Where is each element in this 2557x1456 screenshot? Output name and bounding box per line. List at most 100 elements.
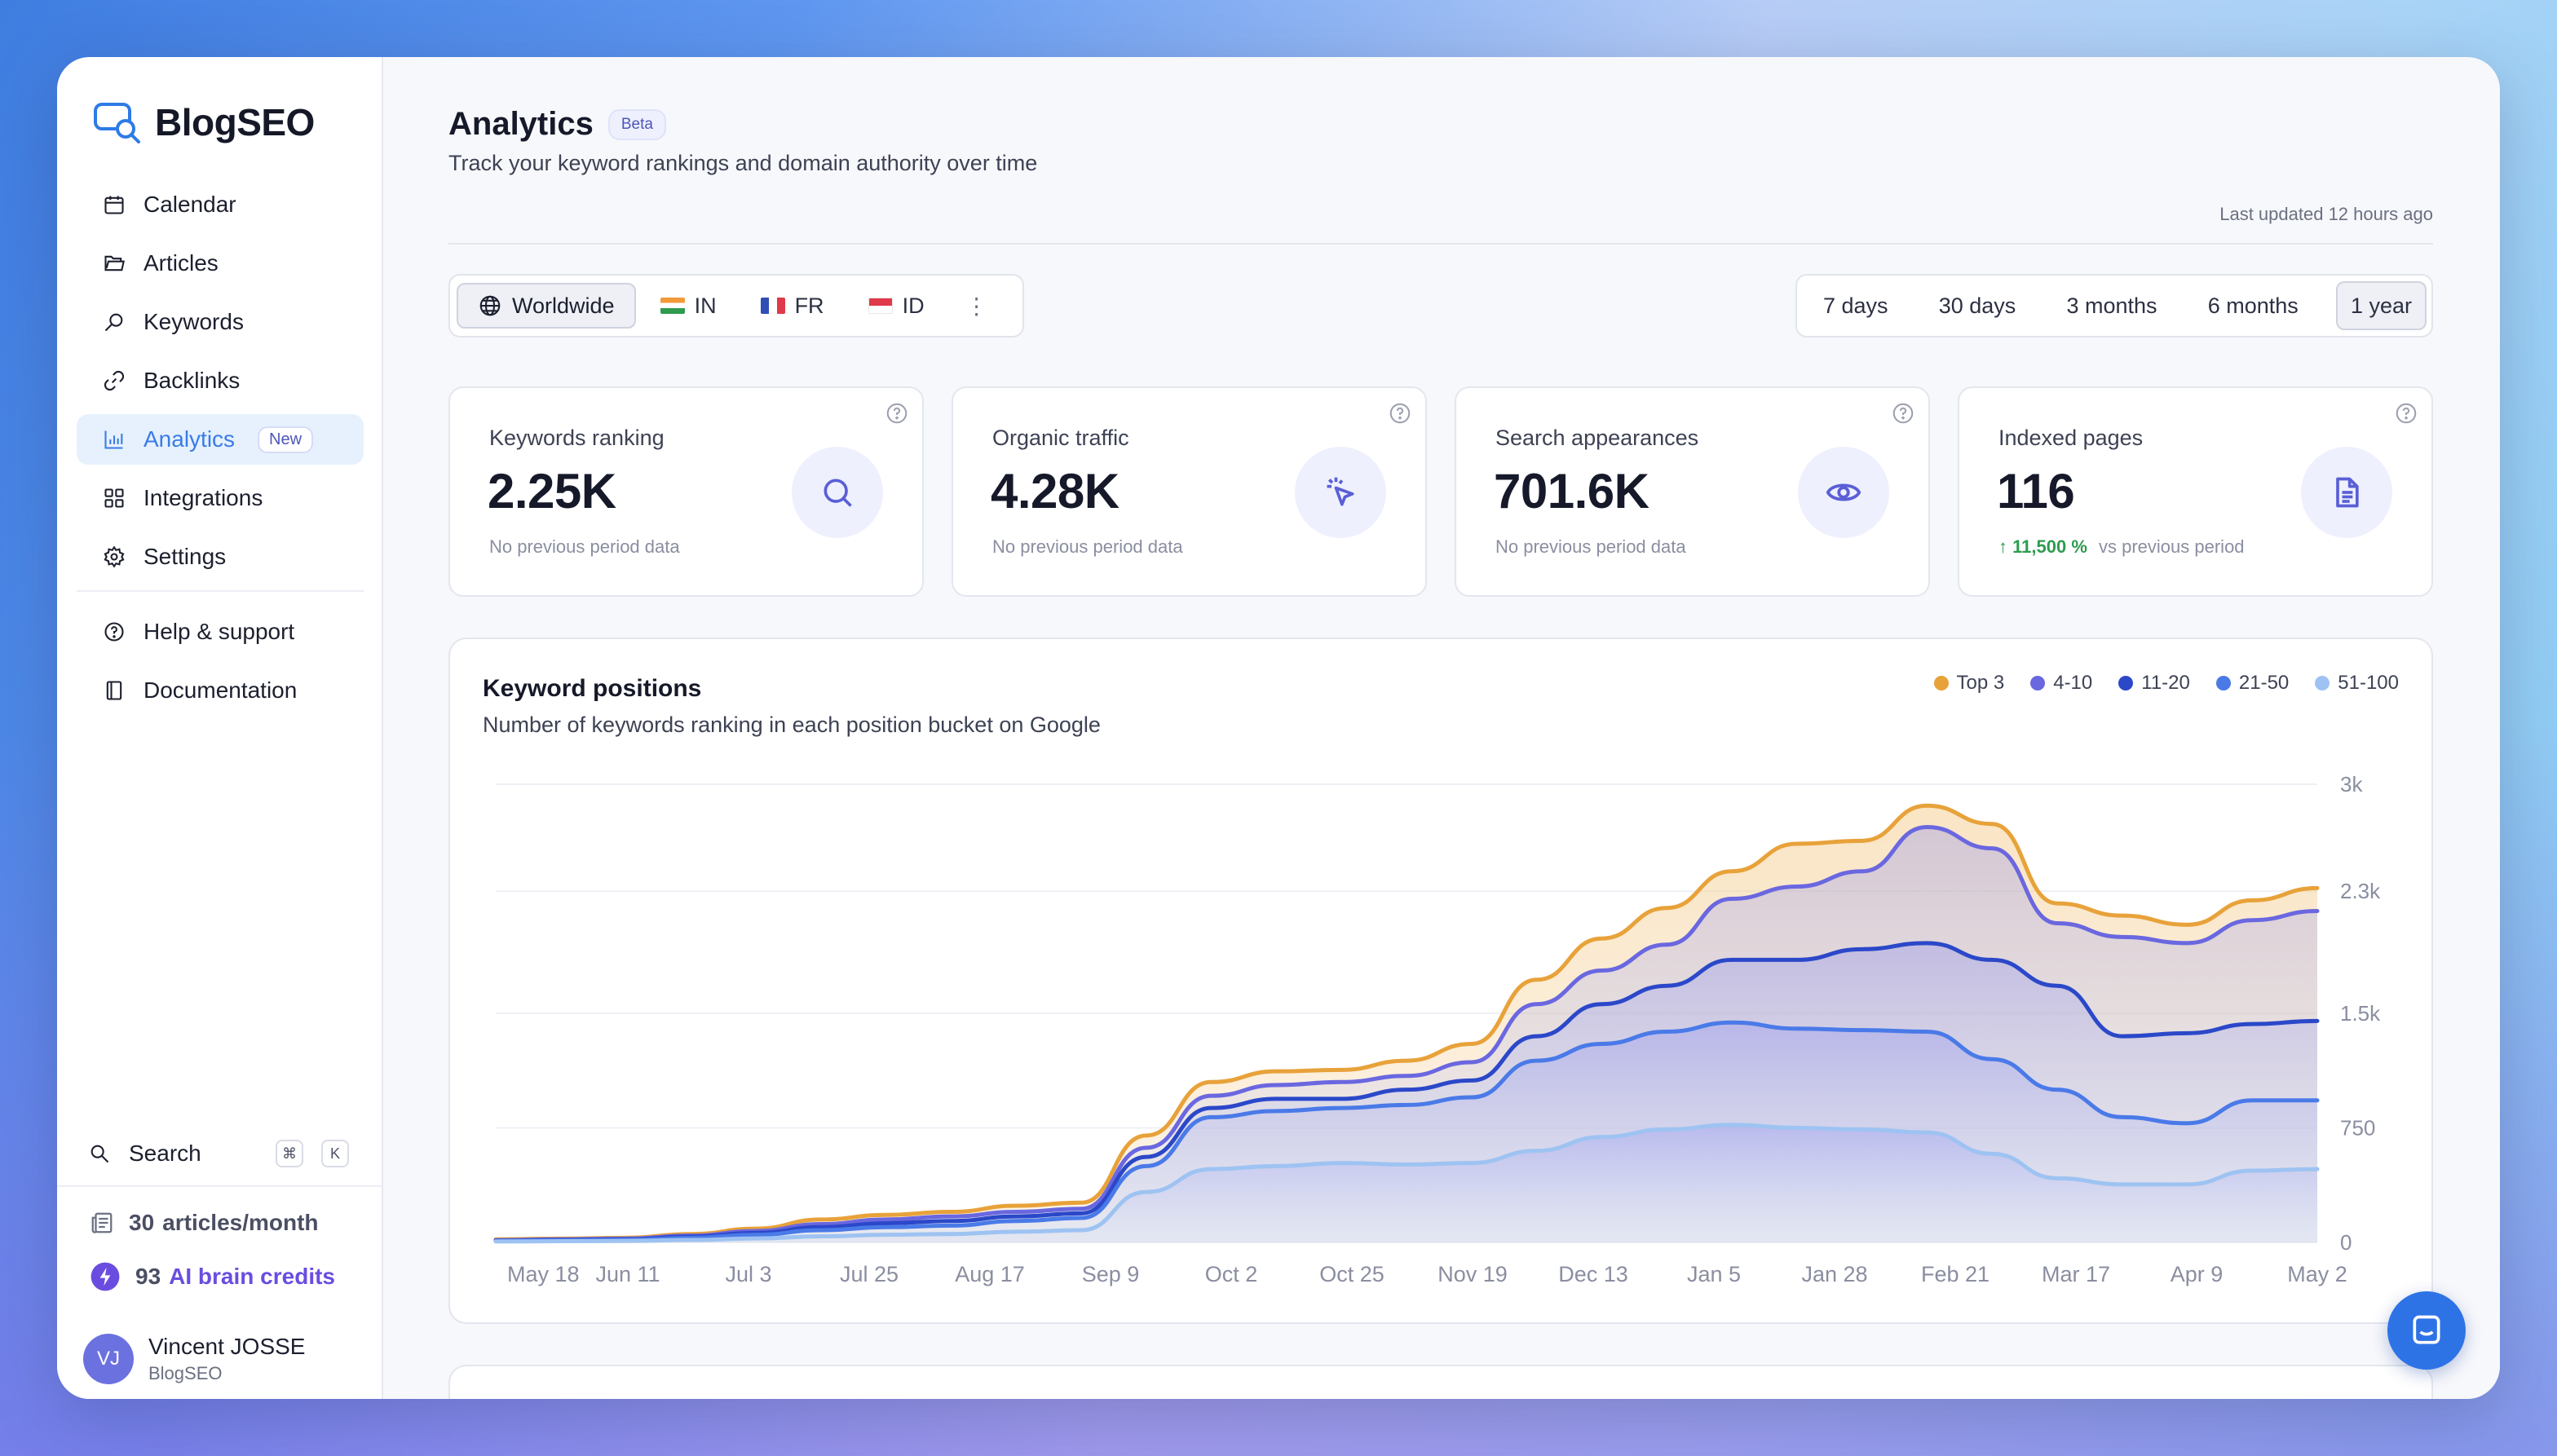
- legend-item-21-50[interactable]: 21-50: [2215, 672, 2289, 695]
- help-icon[interactable]: [1388, 401, 1412, 426]
- region-id[interactable]: ID: [849, 283, 944, 329]
- legend-item-11-20[interactable]: 11-20: [2118, 672, 2190, 695]
- x-tick-label: May 18: [507, 1262, 580, 1286]
- sidebar-item-integrations[interactable]: Integrations: [77, 473, 364, 523]
- series-21-50-line: [493, 1020, 2320, 1243]
- legend-dot: [2030, 676, 2046, 690]
- logo[interactable]: BlogSEO: [93, 99, 315, 145]
- legend-dot: [2118, 676, 2134, 690]
- help-icon[interactable]: [885, 401, 909, 426]
- stat-note: No previous period data: [1495, 536, 1686, 557]
- indonesia-flag-icon: [868, 298, 893, 314]
- sidebar-search[interactable]: Search ⌘ K: [57, 1122, 382, 1187]
- keyword-positions-card: Keyword positions Number of keywords ran…: [448, 638, 2433, 1324]
- y-tick-label: 2.3k: [2340, 879, 2381, 903]
- x-tick-label: Jul 3: [725, 1262, 771, 1286]
- y-tick-label: 0: [2340, 1230, 2352, 1255]
- sidebar-item-backlinks[interactable]: Backlinks: [77, 355, 364, 406]
- legend-item-top3[interactable]: Top 3: [1933, 672, 2004, 695]
- range-6-months[interactable]: 6 months: [2207, 293, 2299, 318]
- sidebar-item-label: Keywords: [144, 309, 244, 334]
- india-flag-icon: [660, 298, 685, 314]
- region-label: FR: [794, 293, 824, 318]
- logo-text: BlogSEO: [155, 101, 315, 143]
- sidebar-item-keywords[interactable]: Keywords: [77, 297, 364, 347]
- user-name: Vincent JOSSE: [148, 1334, 306, 1359]
- region-worldwide[interactable]: Worldwide: [457, 283, 636, 329]
- x-tick-label: Jun 11: [595, 1262, 660, 1286]
- filters-bar: Worldwide IN FR ID ⋮ 7 days 30 days: [448, 274, 2433, 339]
- ai-credits[interactable]: 93 AI brain credits: [57, 1252, 382, 1301]
- x-tick-label: Apr 9: [2171, 1262, 2224, 1286]
- region-selector: Worldwide IN FR ID ⋮: [448, 274, 1024, 338]
- legend-item-4-10[interactable]: 4-10: [2030, 672, 2092, 695]
- articles-count: 30: [129, 1210, 155, 1235]
- stat-cards: Keywords ranking 2.25K No previous perio…: [448, 386, 2433, 597]
- sidebar-item-settings[interactable]: Settings: [77, 532, 364, 582]
- chat-button[interactable]: [2387, 1291, 2466, 1370]
- sidebar-item-articles[interactable]: Articles: [77, 238, 364, 289]
- sidebar-item-help[interactable]: Help & support: [77, 607, 364, 657]
- last-updated: Last updated 12 hours ago: [2219, 204, 2433, 224]
- region-label: ID: [902, 293, 925, 318]
- kbd-cmd: ⌘: [276, 1140, 303, 1167]
- sidebar-item-label: Calendar: [144, 192, 236, 217]
- help-icon[interactable]: [2394, 401, 2418, 426]
- stat-label: Organic traffic: [992, 426, 1129, 450]
- more-options-icon[interactable]: ⋮: [965, 293, 988, 319]
- x-tick-label: Jan 28: [1801, 1262, 1867, 1286]
- chat-icon: [2413, 1315, 2440, 1344]
- credits-label: AI brain credits: [169, 1264, 335, 1289]
- document-icon: [2301, 447, 2392, 538]
- sidebar-divider: [77, 590, 364, 592]
- series-51-100-line: [493, 1123, 2320, 1244]
- grid-icon: [104, 488, 124, 508]
- range-1-year[interactable]: 1 year: [2335, 281, 2427, 330]
- page-subtitle: Track your keyword rankings and domain a…: [448, 151, 1038, 175]
- x-tick-label: Aug 17: [955, 1262, 1025, 1286]
- sidebar: BlogSEO Calendar Articles Keywords Backl…: [57, 57, 383, 1399]
- stat-value: 701.6K: [1494, 464, 1649, 518]
- sidebar-nav: Calendar Articles Keywords Backlinks Ana…: [77, 179, 364, 724]
- region-label: IN: [694, 293, 717, 318]
- region-label: Worldwide: [512, 293, 615, 318]
- avatar: VJ: [83, 1334, 134, 1384]
- stat-card-keywords: Keywords ranking 2.25K No previous perio…: [448, 386, 924, 597]
- region-in[interactable]: IN: [641, 283, 736, 329]
- help-icon[interactable]: [1891, 401, 1915, 426]
- chart-title: Keyword positions: [483, 675, 702, 702]
- legend-label: 11-20: [2141, 672, 2190, 694]
- beta-badge: Beta: [607, 108, 666, 140]
- time-range-selector: 7 days 30 days 3 months 6 months 1 year: [1795, 274, 2433, 338]
- range-30-days[interactable]: 30 days: [1938, 293, 2016, 318]
- y-tick-label: 3k: [2340, 772, 2363, 796]
- legend-item-51-100[interactable]: 51-100: [2315, 672, 2399, 695]
- search-icon: [91, 1145, 109, 1163]
- sidebar-item-documentation[interactable]: Documentation: [77, 665, 364, 716]
- stat-card-traffic: Organic traffic 4.28K No previous period…: [952, 386, 1427, 597]
- app-window: BlogSEO Calendar Articles Keywords Backl…: [57, 57, 2500, 1399]
- user-profile[interactable]: VJ Vincent JOSSE BlogSEO: [57, 1301, 382, 1399]
- x-tick-label: Jul 25: [840, 1262, 899, 1286]
- help-circle-icon: [104, 622, 124, 642]
- series-11-20-line: [493, 941, 2320, 1243]
- x-tick-label: Sep 9: [1082, 1262, 1140, 1286]
- range-3-months[interactable]: 3 months: [2066, 293, 2157, 318]
- newspaper-icon: [91, 1212, 113, 1233]
- stat-note: vs previous period: [2099, 536, 2245, 557]
- sidebar-item-calendar[interactable]: Calendar: [77, 179, 364, 230]
- articles-per-month: 30 articles/month: [57, 1193, 382, 1252]
- sidebar-item-label: Analytics: [144, 426, 236, 452]
- logo-icon: [94, 103, 140, 143]
- sidebar-item-analytics[interactable]: Analytics New: [77, 414, 364, 465]
- legend-dot: [2215, 676, 2231, 690]
- new-badge: New: [258, 426, 314, 453]
- search-icon: [792, 447, 883, 538]
- y-tick-label: 750: [2340, 1116, 2375, 1141]
- stat-value: 116: [1997, 464, 2075, 518]
- range-7-days[interactable]: 7 days: [1823, 293, 1888, 318]
- keyword-positions-chart[interactable]: 0 750 1.5k 2.3k 3k May 18 Jun 11 Jul 3 Jul 25 Aug…: [450, 639, 2431, 1326]
- x-tick-label: Feb 21: [1921, 1262, 1990, 1286]
- region-fr[interactable]: FR: [741, 283, 844, 329]
- page-title: Analytics: [448, 106, 594, 142]
